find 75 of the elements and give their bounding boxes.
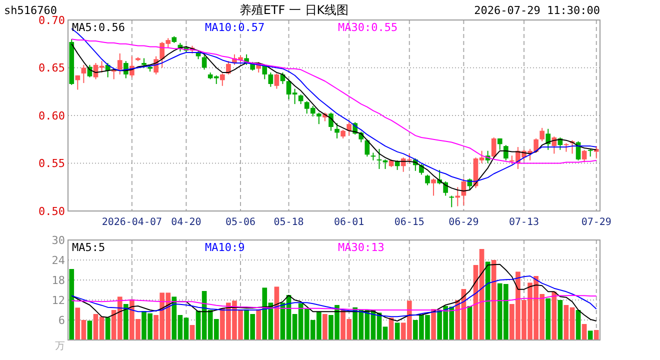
- x-tick-label: 2026-04-07: [102, 217, 162, 228]
- candlestick: [540, 127, 545, 142]
- candlestick: [582, 149, 587, 163]
- bar: [87, 320, 92, 340]
- line-series: [71, 276, 597, 318]
- candlestick: [425, 174, 430, 186]
- x-tick-label: 04-20: [171, 217, 202, 228]
- candlestick: [449, 195, 454, 208]
- y-tick-label: 0.55: [38, 157, 65, 170]
- line-series: [71, 264, 597, 322]
- candlestick: [274, 72, 280, 90]
- bar: [105, 317, 110, 340]
- text: MA30:0.55: [338, 21, 398, 34]
- bar: [582, 324, 587, 340]
- candlestick: [220, 72, 225, 86]
- bar: [256, 309, 262, 340]
- bar: [69, 269, 74, 340]
- candlestick: [376, 148, 382, 170]
- x-tick-label: 06-15: [394, 217, 424, 228]
- x-tick-label: 05-18: [274, 217, 304, 228]
- bar: [467, 306, 472, 340]
- x-tick-label: 07-29: [581, 217, 612, 228]
- bar: [546, 298, 551, 340]
- bar: [588, 330, 593, 340]
- y-tick-label: 12: [52, 294, 65, 307]
- bar: [123, 304, 128, 340]
- series-label: MA5:0.56: [72, 21, 125, 34]
- chart-title: 养殖ETF 一 日K线图: [239, 3, 349, 17]
- candlestick: [594, 146, 599, 159]
- candlestick: [142, 58, 146, 68]
- candlestick: [328, 112, 334, 132]
- bar: [552, 292, 557, 340]
- y-tick-label: 18: [52, 274, 65, 287]
- y-tick-label: 0.65: [38, 62, 65, 75]
- bar: [322, 314, 328, 340]
- candlestick: [117, 52, 122, 75]
- x-tick-label: 07-13: [508, 217, 540, 228]
- text: 2026-07-29 11:30:00: [474, 4, 600, 17]
- series-label: MA10:0.57: [205, 21, 265, 34]
- candlestick: [491, 136, 496, 159]
- y-tick-label: 30: [52, 234, 65, 247]
- line-series: [71, 294, 597, 312]
- text: MA30:13: [338, 241, 384, 254]
- candlestick: [503, 144, 508, 161]
- bar: [394, 322, 400, 340]
- x-tick-label: 06-29: [448, 217, 479, 228]
- text: MA10:9: [205, 241, 245, 254]
- candlestick: [346, 122, 352, 136]
- candlestick: [202, 54, 207, 70]
- text: MA5:5: [72, 241, 106, 254]
- candlestick: [431, 178, 436, 196]
- x-tick-label: 05-06: [225, 217, 256, 228]
- candlestick: [552, 136, 557, 154]
- bar: [431, 309, 436, 340]
- y-tick-label: 6: [58, 314, 65, 327]
- y-tick-label: 0.50: [38, 204, 65, 218]
- y-tick-label: 24: [52, 254, 66, 267]
- candlestick: [334, 122, 340, 139]
- candlestick: [75, 74, 80, 90]
- x-tick-label: 06-01: [334, 217, 364, 228]
- bar: [576, 310, 581, 340]
- y-tick-label: 0.60: [38, 109, 65, 122]
- bar: [491, 260, 496, 340]
- bar: [190, 325, 195, 340]
- candlestick: [226, 60, 231, 75]
- bar: [558, 300, 563, 340]
- candlestick: [455, 186, 460, 207]
- bar: [594, 330, 599, 340]
- line-series: [71, 38, 597, 164]
- candlestick: [382, 158, 388, 170]
- candlestick: [546, 128, 551, 150]
- candlestick: [316, 112, 322, 125]
- candlestick: [370, 152, 376, 161]
- candlestick: [268, 72, 274, 88]
- y-axis-title: 万: [55, 341, 65, 352]
